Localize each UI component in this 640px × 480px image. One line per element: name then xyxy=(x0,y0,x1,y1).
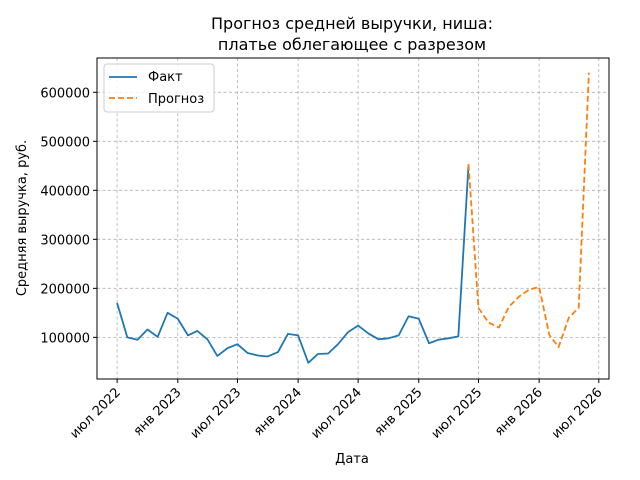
fact-series-line xyxy=(116,164,470,364)
y-tick-label: 300000 xyxy=(40,233,90,248)
y-axis: 100000 200000 300000 400000 500000 600000 xyxy=(40,86,97,346)
legend: Факт Прогноз xyxy=(103,63,215,113)
grid xyxy=(97,58,609,379)
y-tick-label: 600000 xyxy=(40,86,90,101)
legend-label-forecast: Прогноз xyxy=(148,92,204,107)
y-tick-label: 500000 xyxy=(40,135,90,150)
chart-title-line-1: Прогноз средней выручки, ниша: xyxy=(211,14,493,33)
x-axis-label: Дата xyxy=(335,452,369,467)
legend-box xyxy=(103,63,215,113)
plot-area xyxy=(116,72,590,364)
y-axis-label: Средняя выручка, руб. xyxy=(15,140,30,296)
y-tick-label: 100000 xyxy=(40,331,90,346)
plot-frame xyxy=(96,57,610,380)
y-tick-label: 400000 xyxy=(40,184,90,199)
chart-title-line-2: платье облегающее с разрезом xyxy=(218,35,486,54)
legend-label-fact: Факт xyxy=(148,70,183,85)
y-tick-label: 200000 xyxy=(40,282,90,297)
forecast-series-line xyxy=(467,72,590,349)
